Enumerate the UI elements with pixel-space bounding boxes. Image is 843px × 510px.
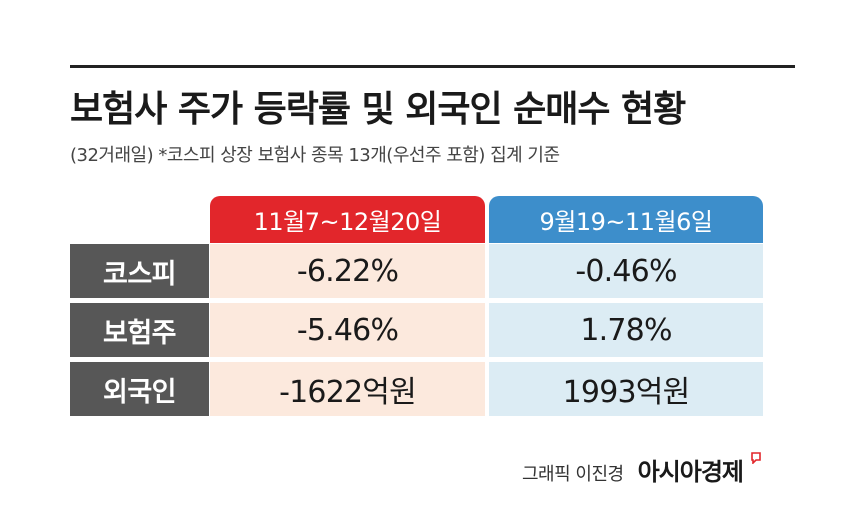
credit-author: 그래픽 이진경 bbox=[522, 464, 624, 485]
cell-kospi-period-1: -6.22% bbox=[210, 244, 485, 298]
cell-foreign-period-1: -1622억원 bbox=[210, 362, 485, 416]
publisher-logo: 아시아경제 bbox=[637, 458, 744, 486]
row-label-kospi: 코스피 bbox=[70, 244, 209, 298]
cell-insurance-period-2: 1.78% bbox=[489, 303, 763, 357]
cell-foreign-period-2: 1993억원 bbox=[489, 362, 763, 416]
logo-mark-icon bbox=[751, 452, 761, 464]
top-rule bbox=[70, 65, 795, 68]
chart-title: 보험사 주가 등락률 및 외국인 순매수 현황 bbox=[70, 89, 686, 130]
column-header-period-1: 11월7~12월20일 bbox=[210, 196, 485, 243]
row-label-foreign: 외국인 bbox=[70, 362, 209, 416]
cell-kospi-period-2: -0.46% bbox=[489, 244, 763, 298]
column-header-period-2: 9월19~11월6일 bbox=[489, 196, 763, 243]
cell-insurance-period-1: -5.46% bbox=[210, 303, 485, 357]
row-label-insurance: 보험주 bbox=[70, 303, 209, 357]
credit: 그래픽 이진경 아시아경제 bbox=[522, 452, 744, 487]
chart-subtitle: (32거래일) *코스피 상장 보험사 종목 13개(우선주 포함) 집계 기준 bbox=[70, 145, 560, 166]
